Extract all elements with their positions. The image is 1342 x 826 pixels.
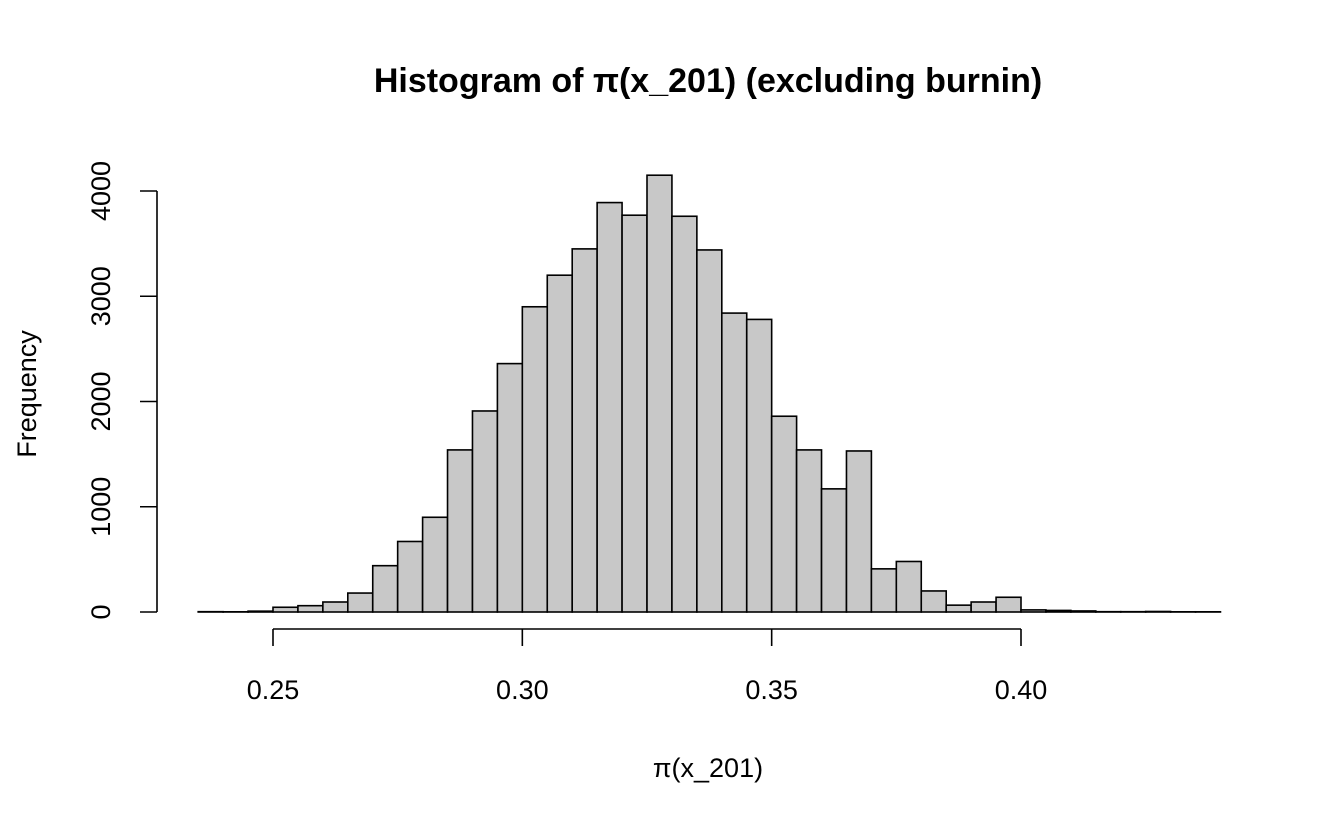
y-axis-label: Frequency <box>12 330 42 458</box>
x-tick-label: 0.30 <box>496 675 549 705</box>
histogram-bar <box>496 362 524 613</box>
y-tick-label: 3000 <box>86 266 116 326</box>
x-tick-label: 0.40 <box>995 675 1048 705</box>
histogram-bar <box>297 604 324 613</box>
histogram-bar <box>820 488 848 613</box>
y-tick-label: 2000 <box>86 371 116 431</box>
histogram-bar <box>371 564 399 613</box>
histogram-bar <box>421 516 449 613</box>
x-tick-label: 0.35 <box>745 675 798 705</box>
histogram-bar <box>546 274 573 613</box>
histogram-bar <box>596 201 623 613</box>
histogram-bar <box>1045 609 1072 613</box>
histogram-bar <box>396 540 424 613</box>
histogram-bar <box>696 249 723 613</box>
histogram-bar <box>471 410 499 613</box>
histogram-bar <box>272 606 299 613</box>
histogram-bar <box>671 215 698 613</box>
histogram-bar <box>945 604 972 613</box>
histogram-bar <box>446 449 474 613</box>
y-tick-label: 1000 <box>86 477 116 537</box>
histogram-bar <box>970 601 997 613</box>
y-tick-label: 0 <box>86 604 116 619</box>
histogram-bar <box>720 312 748 613</box>
bars-group <box>197 174 1222 613</box>
histogram-bar <box>346 592 374 613</box>
y-axis: 0 1000 2000 3000 4000 <box>86 161 158 620</box>
histogram-bar <box>571 248 598 613</box>
x-axis: 0.25 0.30 0.35 0.40 <box>247 628 1048 705</box>
histogram-bar <box>745 318 773 613</box>
histogram-bar <box>1144 610 1172 613</box>
x-tick-label: 0.25 <box>247 675 300 705</box>
histogram-bar <box>845 450 873 613</box>
histogram-bar <box>870 568 898 613</box>
histogram-bar <box>895 560 923 613</box>
histogram-bar <box>646 174 673 613</box>
x-axis-label: π(x_201) <box>653 753 763 783</box>
histogram-bar <box>920 590 947 613</box>
histogram-bar <box>1020 609 1047 613</box>
histogram-bar <box>521 305 549 613</box>
histogram-bar <box>770 415 798 613</box>
histogram-bar <box>795 449 823 613</box>
histogram-bar <box>247 610 274 613</box>
chart-title: Histogram of π(x_201) (excluding burnin) <box>374 62 1042 100</box>
histogram-bar <box>322 601 349 613</box>
histogram-bar <box>621 214 648 613</box>
y-tick-label: 4000 <box>86 161 116 221</box>
histogram-bar <box>1070 610 1097 613</box>
histogram-bar <box>995 596 1022 613</box>
